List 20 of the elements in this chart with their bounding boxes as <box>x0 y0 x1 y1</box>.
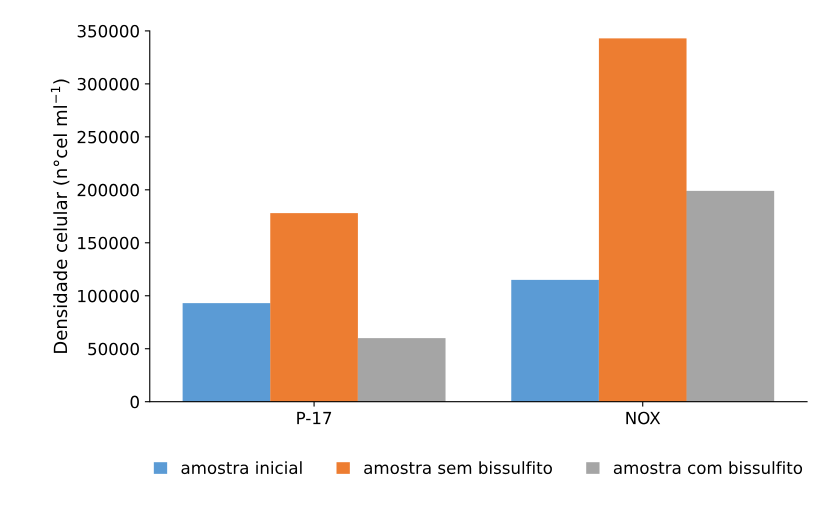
x-tick-label: NOX <box>626 412 660 424</box>
bar <box>686 190 774 402</box>
y-tick-label: 100000 <box>78 290 139 302</box>
legend-label: amostra com bissulfito <box>614 461 802 474</box>
y-tick-label: 150000 <box>78 236 139 250</box>
bar <box>270 213 358 402</box>
y-tick-label: 250000 <box>78 130 139 144</box>
y-tick-label: 350000 <box>78 24 139 38</box>
y-tick-label: 300000 <box>78 78 139 90</box>
y-tick-label: 0 <box>130 396 139 408</box>
bar <box>358 338 446 402</box>
bar <box>598 38 687 402</box>
y-tick-label: 50000 <box>88 342 139 356</box>
y-axis-title: Densidade celular (n°cel ml$^{−1}$) <box>50 80 70 353</box>
x-tick-label: P-17 <box>297 412 332 424</box>
bar <box>511 280 599 402</box>
bar <box>182 303 270 402</box>
y-tick-label: 200000 <box>78 184 139 196</box>
legend-label: amostra sem bissulfito <box>364 461 552 474</box>
legend-label: amostra inicial <box>181 461 302 474</box>
